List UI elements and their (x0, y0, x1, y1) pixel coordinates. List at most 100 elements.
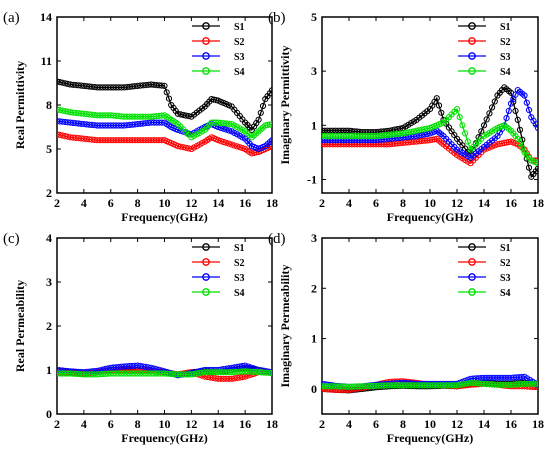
legend-marker-s2 (468, 258, 476, 266)
legend-marker-s1 (202, 243, 210, 251)
data-point-s1 (165, 95, 173, 102)
y-tick-label: 3 (311, 231, 317, 245)
legend-marker-s2 (202, 37, 210, 45)
legend-label-s4: S4 (500, 288, 511, 299)
data-point-s4 (208, 119, 215, 126)
x-tick-label: 2 (319, 196, 325, 210)
y-tick-label: 1 (311, 332, 317, 346)
x-tick-label: 14 (212, 196, 224, 210)
y-axis-title: Imaginary Permittivity (278, 46, 292, 165)
data-point-s1 (433, 95, 440, 102)
legend-marker-s4 (468, 288, 476, 296)
data-point-s1 (478, 128, 485, 135)
x-tick-label: 14 (478, 196, 490, 210)
legend-marker-s3 (202, 52, 210, 60)
data-point-s2 (220, 138, 227, 146)
y-tick-label: 0 (311, 382, 317, 396)
data-point-s3 (523, 99, 530, 106)
data-point-s2 (234, 143, 241, 150)
data-point-s1 (185, 113, 192, 120)
y-tick-label: 1 (311, 118, 317, 132)
x-tick-label: 4 (346, 417, 352, 431)
data-point-s2 (505, 138, 512, 146)
x-tick-label: 6 (373, 196, 379, 210)
legend-marker-s1 (202, 22, 210, 30)
legend-label-s3: S3 (500, 273, 511, 284)
panel-c: (c)2 4 6 8 10 12 14 16 1801234Frequency(GHz)Real… (3, 231, 278, 445)
legend-label-s4: S4 (234, 67, 245, 78)
data-point-s2 (494, 141, 501, 148)
y-axis-title: Real Permittivity (13, 61, 27, 149)
x-tick-label: 16 (239, 196, 251, 210)
data-point-s2 (503, 139, 510, 146)
x-tick-label: 8 (400, 417, 406, 431)
legend-marker-s3 (468, 273, 476, 281)
data-point-s4 (456, 114, 463, 121)
series-group (322, 84, 538, 180)
legend-label-s2: S2 (500, 258, 511, 269)
data-point-s4 (462, 130, 469, 137)
x-tick-label: 16 (239, 417, 251, 431)
x-axis-title: Frequency(GHz) (121, 210, 207, 224)
series-group (57, 362, 272, 382)
data-point-s4 (264, 121, 271, 129)
data-point-s2 (239, 145, 246, 152)
x-tick-label: 2 (54, 417, 60, 431)
y-axis-title: Real Permeability (13, 280, 27, 372)
data-point-s1 (525, 164, 533, 171)
x-tick-label: 12 (185, 196, 197, 210)
legend-label-s2: S2 (234, 37, 245, 48)
legend-label-s3: S3 (234, 273, 245, 284)
legend-label-s4: S4 (234, 288, 245, 299)
series-group (322, 373, 538, 394)
legend-label-s2: S2 (500, 37, 511, 48)
y-tick-label: 3 (46, 275, 52, 289)
data-point-s1 (259, 102, 267, 110)
panel-d: (d)2 4 6 8 10 12 14 16 180123Frequency(GHz)Imagi… (268, 231, 544, 445)
legend: S1 S2 S3 S4 (458, 22, 511, 78)
data-point-s4 (453, 106, 461, 113)
data-point-s2 (228, 141, 235, 148)
panel-b: (b) 2 4 6 8 10 12 14 16 18 -1 1 3 5 Frequency(GHz) Imag… (268, 10, 544, 224)
data-point-s2 (429, 136, 436, 143)
data-point-s1 (489, 104, 496, 111)
data-point-s2 (534, 157, 538, 164)
data-point-s1 (435, 102, 443, 109)
x-tick-label: 16 (505, 196, 517, 210)
x-tick-label: 6 (373, 417, 379, 431)
data-point-s2 (426, 137, 434, 144)
data-point-s3 (223, 126, 230, 133)
legend-label-s3: S3 (234, 52, 245, 63)
y-tick-label: 0 (46, 407, 52, 421)
data-point-s4 (268, 370, 272, 377)
legend-marker-s1 (468, 243, 476, 251)
x-axis-title: Frequency(GHz) (121, 431, 207, 445)
data-point-s1 (208, 96, 215, 103)
data-point-s1 (483, 116, 490, 123)
data-point-s3 (505, 107, 512, 115)
data-point-s3 (521, 92, 528, 99)
data-point-s2 (225, 140, 233, 147)
data-point-s3 (153, 366, 160, 373)
data-point-s1 (534, 165, 538, 172)
x-tick-label: 6 (108, 196, 114, 210)
legend-label-s1: S1 (500, 22, 511, 33)
data-point-s1 (257, 109, 264, 116)
legend: S1 S2 S3 S4 (192, 243, 245, 299)
data-point-s4 (268, 121, 272, 128)
data-point-s1 (486, 110, 493, 117)
x-tick-label: 8 (135, 417, 141, 431)
data-point-s1 (516, 126, 524, 133)
data-point-s4 (532, 380, 538, 387)
data-point-s1 (491, 98, 498, 105)
panel-label: (d) (268, 231, 286, 247)
data-point-s1 (268, 87, 272, 94)
x-tick-label: 16 (505, 417, 517, 431)
x-tick-label: 8 (135, 196, 141, 210)
y-tick-label: 1 (46, 363, 52, 377)
y-tick-label: 8 (46, 98, 52, 112)
data-point-s4 (210, 119, 217, 126)
x-tick-label: 10 (159, 196, 171, 210)
x-tick-label: 10 (159, 417, 171, 431)
x-tick-label: 2 (54, 196, 60, 210)
